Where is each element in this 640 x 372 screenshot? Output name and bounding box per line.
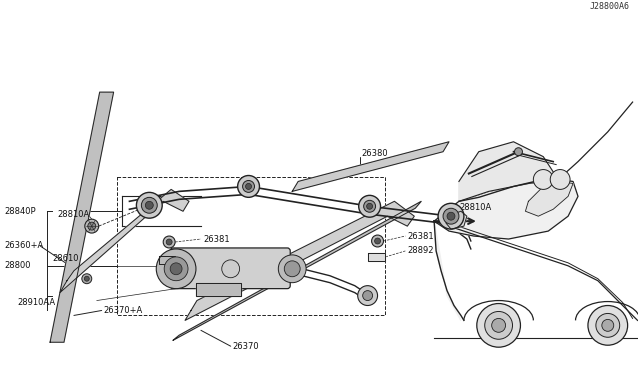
Circle shape xyxy=(88,222,96,230)
Polygon shape xyxy=(434,221,461,320)
Polygon shape xyxy=(459,142,558,201)
Polygon shape xyxy=(434,179,578,239)
Circle shape xyxy=(145,201,154,209)
Circle shape xyxy=(492,318,506,332)
Circle shape xyxy=(141,197,157,213)
Circle shape xyxy=(237,176,259,197)
Circle shape xyxy=(82,274,92,284)
Circle shape xyxy=(163,236,175,248)
Text: 28840P: 28840P xyxy=(4,207,36,216)
Polygon shape xyxy=(292,142,449,191)
Circle shape xyxy=(374,238,381,244)
FancyBboxPatch shape xyxy=(170,248,290,289)
Text: 28800: 28800 xyxy=(4,261,31,270)
Polygon shape xyxy=(525,182,573,216)
Circle shape xyxy=(602,320,614,331)
Circle shape xyxy=(164,257,188,281)
Circle shape xyxy=(243,180,255,192)
Circle shape xyxy=(278,255,306,283)
Circle shape xyxy=(550,170,570,189)
Circle shape xyxy=(85,219,99,233)
Text: 26370: 26370 xyxy=(233,342,259,351)
Text: 28910AA: 28910AA xyxy=(17,298,56,307)
Circle shape xyxy=(438,203,464,229)
Text: 26381: 26381 xyxy=(203,234,230,244)
Polygon shape xyxy=(50,92,113,342)
Polygon shape xyxy=(367,253,385,261)
Polygon shape xyxy=(173,201,421,340)
Circle shape xyxy=(484,311,513,339)
Circle shape xyxy=(363,291,372,301)
Circle shape xyxy=(596,314,620,337)
Polygon shape xyxy=(60,189,189,293)
Circle shape xyxy=(364,200,376,212)
Circle shape xyxy=(372,235,383,247)
Polygon shape xyxy=(185,201,414,320)
Text: 26370+A: 26370+A xyxy=(104,306,143,315)
Text: 28610: 28610 xyxy=(52,254,79,263)
Text: 26360+A: 26360+A xyxy=(4,241,44,250)
Text: 26381: 26381 xyxy=(407,231,434,241)
Circle shape xyxy=(533,170,553,189)
Text: 28892: 28892 xyxy=(203,251,229,260)
Text: 28810A: 28810A xyxy=(459,203,491,212)
Text: J28800A6: J28800A6 xyxy=(589,2,630,11)
Polygon shape xyxy=(159,256,175,264)
Circle shape xyxy=(84,276,89,281)
Circle shape xyxy=(170,263,182,275)
Circle shape xyxy=(515,148,522,155)
Circle shape xyxy=(358,195,381,217)
Circle shape xyxy=(221,260,239,278)
Circle shape xyxy=(477,304,520,347)
Polygon shape xyxy=(446,211,467,229)
Text: 28810A: 28810A xyxy=(57,210,89,219)
Circle shape xyxy=(156,249,196,289)
Circle shape xyxy=(588,305,628,345)
Circle shape xyxy=(246,183,252,189)
Circle shape xyxy=(447,212,455,220)
Circle shape xyxy=(358,286,378,305)
Circle shape xyxy=(367,203,372,209)
Polygon shape xyxy=(196,283,241,296)
Circle shape xyxy=(443,208,459,224)
Circle shape xyxy=(166,239,172,245)
Circle shape xyxy=(136,192,162,218)
Text: 28892: 28892 xyxy=(407,246,434,256)
Circle shape xyxy=(284,261,300,277)
Text: 26380: 26380 xyxy=(362,149,388,158)
